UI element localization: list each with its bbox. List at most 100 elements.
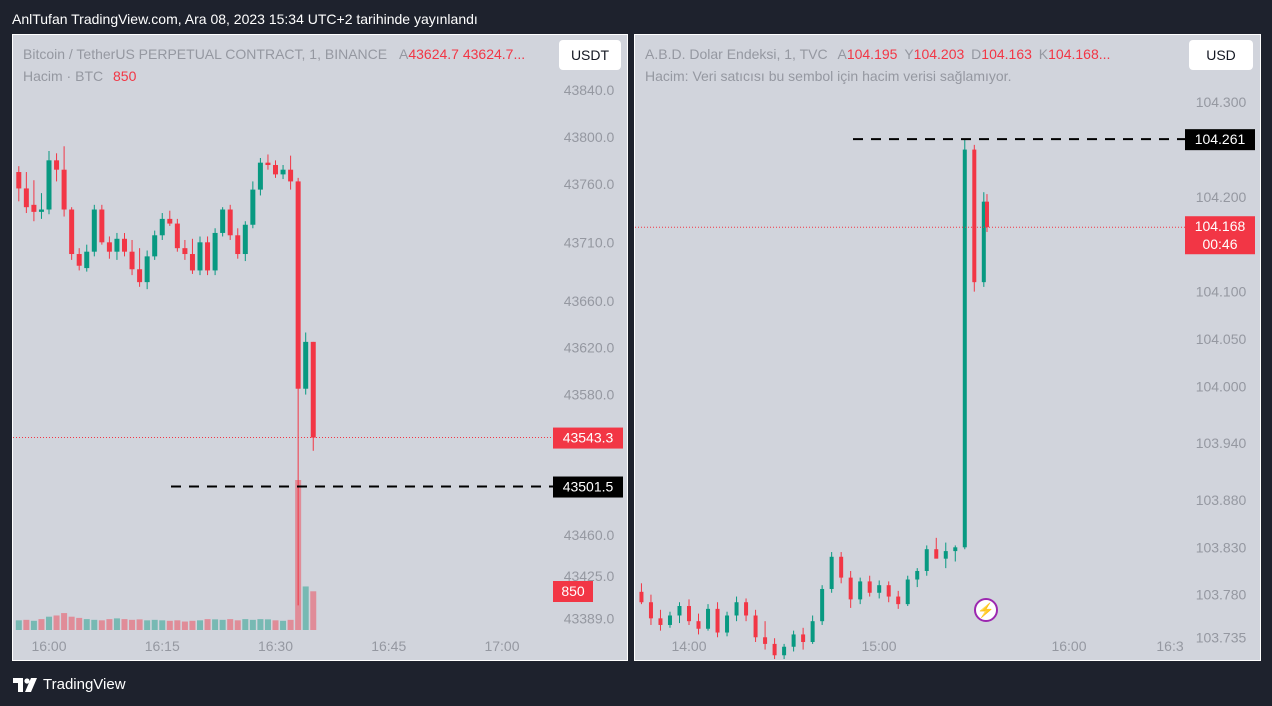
candle-body — [829, 556, 834, 589]
candle-body — [265, 162, 271, 166]
candle-body — [174, 223, 180, 249]
candle-body — [106, 242, 112, 252]
y-tick-label: 103.780 — [1196, 587, 1247, 603]
last-price-label: 104.168 — [1195, 218, 1246, 234]
candle-body — [715, 608, 720, 633]
lightning-icon[interactable]: ⚡ — [974, 598, 998, 622]
x-tick-label: 16:00 — [1051, 638, 1086, 654]
volume-bar — [189, 620, 196, 630]
btc-volume-legend: Hacim · BTC 850 — [23, 68, 136, 84]
candle-body — [696, 621, 701, 629]
candle-body — [677, 606, 682, 616]
candle-body — [981, 201, 986, 283]
candle-body — [182, 248, 188, 255]
y-tick-label: 43840.0 — [564, 82, 615, 98]
candle-body — [189, 254, 195, 271]
volume-bar — [76, 617, 83, 630]
candle-body — [801, 634, 806, 643]
last-price-badge — [553, 427, 623, 449]
marked-level-badge — [553, 476, 623, 498]
candle-body — [943, 551, 948, 559]
y-tick-label: 103.880 — [1196, 492, 1247, 508]
btc-chart-svg[interactable]: 43840.0 43800.0 43760.0 43710.0 43660.0 43620… — [13, 35, 627, 660]
volume-bar — [272, 620, 279, 630]
candle-body — [772, 643, 777, 656]
btc-chart-panel[interactable]: 43840.0 43800.0 43760.0 43710.0 43660.0 43620… — [12, 34, 628, 661]
tradingview-logo-icon — [13, 677, 37, 692]
volume-bar — [91, 619, 98, 630]
y-tick-label: 103.735 — [1196, 629, 1247, 645]
dxy-volume-note: Hacim: Veri satıcısı bu sembol için haci… — [645, 68, 1012, 84]
candle-body — [858, 581, 863, 600]
dxy-currency-button[interactable]: USD — [1189, 40, 1253, 70]
marked-level-badge — [1185, 129, 1255, 151]
candle-body — [129, 251, 135, 270]
candle-body — [725, 615, 730, 633]
marked-level-label: 104.261 — [1195, 131, 1246, 147]
candle-body — [744, 602, 749, 616]
y-tick-label: 43460.0 — [564, 527, 615, 543]
y-tick-label: 104.000 — [1196, 378, 1247, 394]
candle-body — [242, 224, 248, 255]
candle-body — [867, 581, 872, 593]
btc-volume-label[interactable]: Hacim · BTC — [23, 68, 104, 84]
volume-bar — [61, 613, 68, 630]
volume-bar — [280, 620, 287, 630]
dxy-symbol-legend: A.B.D. Dolar Endeksi, 1, TVC A104.195 Y1… — [645, 46, 1110, 62]
dxy-c-value: 104.168... — [1048, 46, 1111, 62]
volume-bar — [38, 619, 45, 630]
btc-symbol-legend: Bitcoin / TetherUS PERPETUAL CONTRACT, 1… — [23, 46, 525, 62]
candle-body — [839, 556, 844, 578]
candle-body — [310, 341, 316, 438]
candle-body — [639, 591, 644, 603]
volume-bar — [227, 619, 234, 630]
dxy-l-label: D — [971, 46, 982, 62]
candle-body — [877, 585, 882, 593]
volume-bar — [98, 620, 105, 630]
candle-body — [687, 606, 691, 622]
footer-brand: TradingView — [13, 676, 126, 693]
candle-body — [167, 218, 173, 224]
volume-bar — [257, 619, 264, 630]
candle-body — [782, 646, 787, 656]
x-tick-label: 15:00 — [861, 638, 896, 654]
volume-bar — [113, 618, 120, 630]
dxy-h-value: 104.203 — [913, 46, 965, 62]
dxy-symbol-title[interactable]: A.B.D. Dolar Endeksi, 1, TVC — [645, 46, 828, 62]
dxy-o-label: A — [837, 46, 847, 62]
candle-body — [38, 209, 44, 212]
btc-symbol-title[interactable]: Bitcoin / TetherUS PERPETUAL CONTRACT, 1… — [23, 46, 388, 62]
candle-body — [99, 209, 105, 243]
dxy-chart-panel[interactable]: 104.300 104.200 104.100 104.050 104.000 103.9… — [634, 34, 1261, 661]
candle-body — [706, 608, 711, 629]
candle-body — [848, 577, 853, 600]
candle-body — [667, 615, 672, 625]
volume-bar — [151, 619, 158, 630]
candle-body — [962, 149, 967, 548]
candle-body — [791, 634, 796, 647]
last-price-label: 43543.3 — [563, 430, 614, 446]
candle-body — [886, 585, 891, 597]
volume-bar — [23, 619, 30, 630]
last-price-badge — [1185, 216, 1255, 255]
dxy-chart-svg[interactable]: 104.300 104.200 104.100 104.050 104.000 103.9… — [635, 35, 1260, 660]
x-tick-label: 16:3 — [1156, 638, 1183, 654]
candle-body — [152, 235, 158, 257]
x-tick-label: 17:00 — [484, 638, 519, 654]
y-tick-label: 43800.0 — [564, 129, 615, 145]
footer-brand-text[interactable]: TradingView — [43, 676, 126, 693]
btc-currency-button[interactable]: USDT — [559, 40, 621, 70]
candle-body — [303, 341, 309, 389]
volume-bar — [46, 616, 52, 630]
y-tick-label: 104.300 — [1196, 94, 1247, 110]
candle-body — [280, 169, 286, 175]
dxy-o-value: 104.195 — [846, 46, 898, 62]
x-tick-label: 16:30 — [258, 638, 293, 654]
volume-bar — [219, 619, 226, 630]
candle-body — [46, 160, 52, 210]
candle-body — [896, 596, 901, 605]
candle-body — [137, 269, 143, 283]
candle-body — [915, 570, 920, 580]
x-tick-label: 14:00 — [671, 638, 706, 654]
volume-bar — [106, 619, 113, 630]
